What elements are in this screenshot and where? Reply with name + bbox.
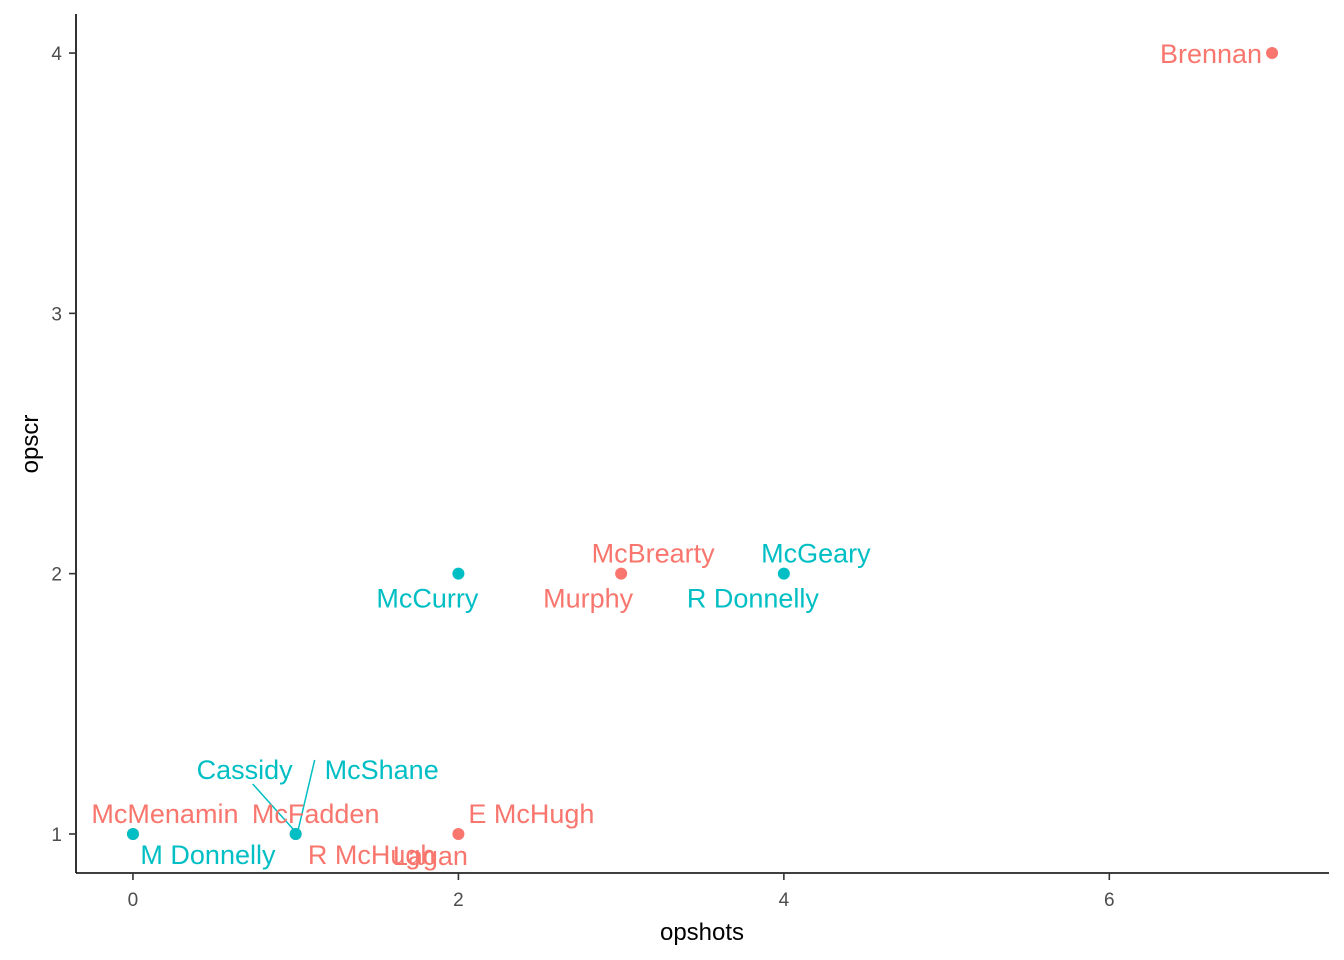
point-label: Cassidy bbox=[197, 755, 294, 785]
point-label: Lagan bbox=[393, 841, 468, 871]
axes bbox=[75, 14, 1329, 874]
y-tick-label: 4 bbox=[51, 44, 62, 65]
point-label: Murphy bbox=[543, 584, 634, 614]
data-point bbox=[615, 567, 628, 580]
x-tick-label: 0 bbox=[128, 890, 139, 911]
point-label: M Donnelly bbox=[140, 840, 276, 870]
point-label: McShane bbox=[325, 755, 439, 785]
point-label: R Donnelly bbox=[687, 584, 820, 614]
point-label: R McHugh bbox=[308, 840, 436, 870]
x-axis-title: opshots bbox=[660, 919, 744, 946]
data-point bbox=[777, 567, 790, 580]
data-points bbox=[126, 47, 1279, 840]
leader-lines bbox=[252, 759, 316, 833]
y-tick-label: 3 bbox=[51, 304, 62, 325]
x-tick-label: 6 bbox=[1104, 890, 1115, 911]
point-label: Brennan bbox=[1160, 39, 1262, 69]
point-label: McGeary bbox=[761, 539, 871, 569]
y-axis-title: opscr bbox=[17, 415, 44, 474]
point-label: McFadden bbox=[252, 799, 380, 829]
data-point bbox=[289, 827, 302, 840]
x-tick-label: 2 bbox=[453, 890, 464, 911]
point-labels: Brennan McBrearty Murphy McGeary R Donnelly M… bbox=[91, 39, 1262, 871]
ticks: 0 2 4 6 1 2 3 4 bbox=[51, 44, 1114, 911]
point-label: E McHugh bbox=[468, 799, 594, 829]
leader-line-mcshane bbox=[296, 759, 316, 833]
data-point bbox=[452, 827, 465, 840]
y-tick-label: 2 bbox=[51, 565, 62, 586]
x-tick-label: 4 bbox=[779, 890, 790, 911]
point-label: McCurry bbox=[376, 584, 478, 614]
point-label: McBrearty bbox=[592, 539, 716, 569]
data-point bbox=[126, 827, 139, 840]
y-tick-label: 1 bbox=[51, 825, 62, 846]
point-label: McMenamin bbox=[91, 799, 238, 829]
data-point bbox=[452, 567, 465, 580]
data-point bbox=[1266, 47, 1279, 60]
leader-line-cassidy bbox=[252, 783, 297, 833]
